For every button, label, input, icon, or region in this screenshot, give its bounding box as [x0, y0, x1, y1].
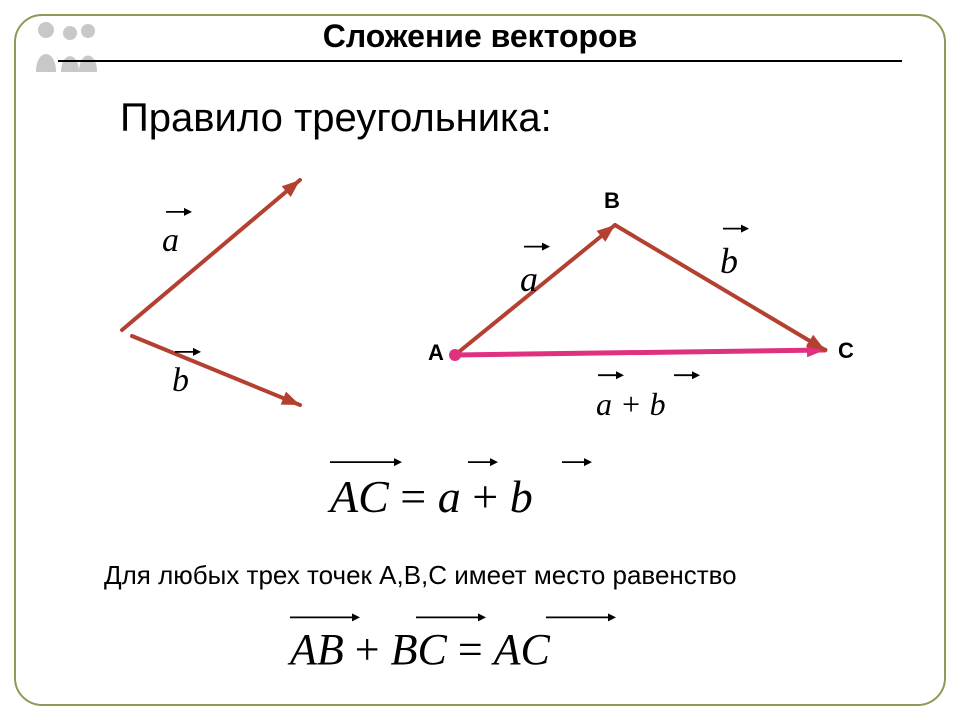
right-sum-label: a + b [596, 386, 666, 423]
point-C-label: C [838, 338, 854, 364]
right-vector-a-label: a [520, 258, 538, 300]
point-A-label: A [428, 340, 444, 366]
left-vector-a-label: a [162, 222, 179, 260]
note-text: Для любых трех точек А,В,С имеет место р… [104, 560, 737, 591]
formula-ab-plus-bc-eq-ac: AB + BC = AC [290, 624, 550, 675]
vector-diagram [0, 0, 960, 720]
left-vector-b-label: b [172, 362, 189, 400]
point-B-label: B [604, 188, 620, 214]
formula-ac-eq-a-plus-b: AC = a + b [330, 470, 533, 523]
right-vector-b-label: b [720, 240, 738, 282]
